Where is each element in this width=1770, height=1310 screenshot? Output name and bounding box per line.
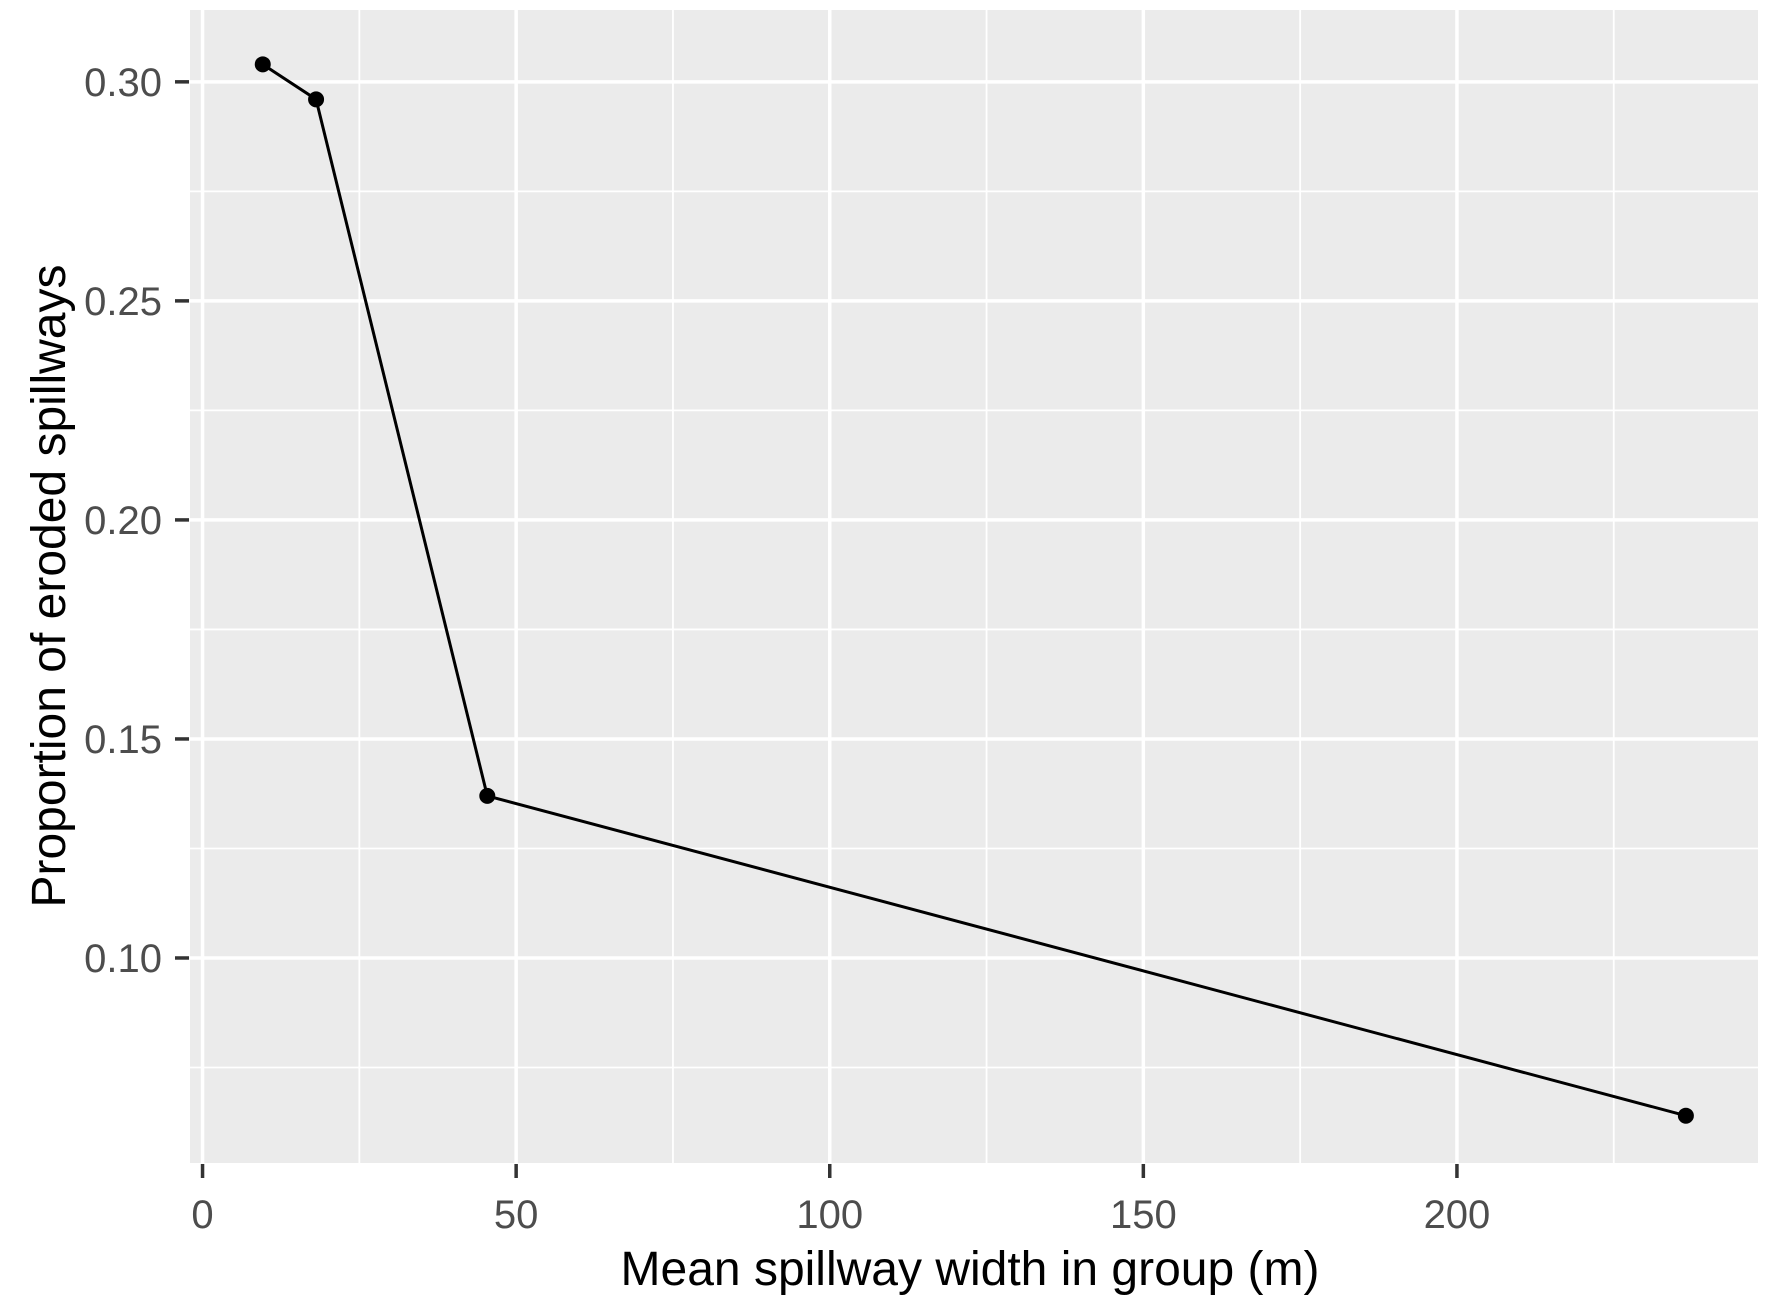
x-tick-label: 100 [796,1193,863,1237]
y-tick-label: 0.10 [84,937,162,981]
data-point [1677,1107,1694,1124]
x-tick-label: 50 [494,1193,539,1237]
data-point [308,91,325,108]
data-point [254,56,271,73]
y-axis-title: Proportion of eroded spillways [23,264,76,908]
y-tick-label: 0.25 [84,280,162,324]
y-tick-label: 0.30 [84,61,162,105]
plot-panel-background [190,10,1758,1163]
y-tick-label: 0.15 [84,718,162,762]
data-point [479,787,496,804]
x-tick-label: 0 [191,1193,213,1237]
y-tick-label: 0.20 [84,499,162,543]
x-tick-label: 200 [1424,1193,1491,1237]
series-line [261,63,1687,1118]
x-axis-title: Mean spillway width in group (m) [620,1243,1320,1296]
x-tick-label: 150 [1110,1193,1177,1237]
